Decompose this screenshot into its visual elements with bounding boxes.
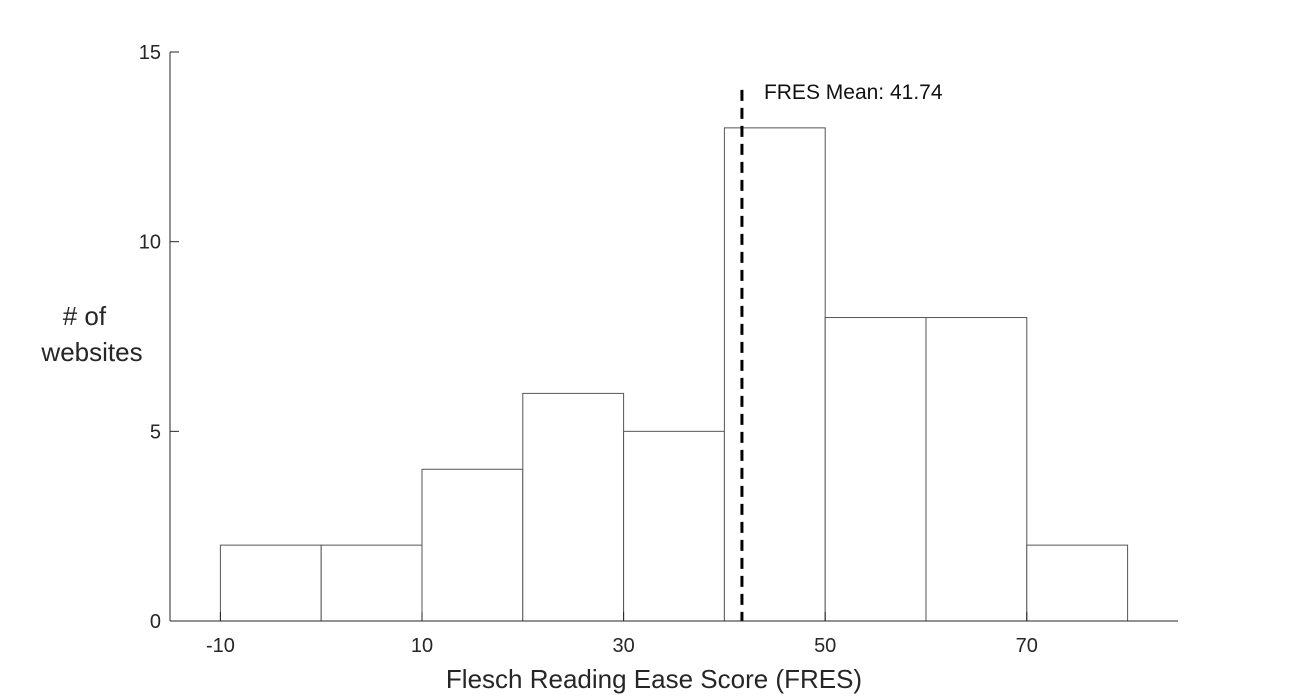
histogram-bar	[522, 392, 625, 622]
y-tick-label: 15	[139, 42, 161, 64]
y-tick-label: 5	[150, 421, 161, 443]
histogram-bar	[623, 430, 725, 622]
mean-annotation: FRES Mean: 41.74	[764, 81, 943, 104]
y-tick-label: 10	[139, 232, 161, 254]
y-axis-title-line-1: # of	[63, 301, 107, 331]
y-axis-title-line-2: websites	[40, 337, 142, 367]
histogram-bar	[925, 317, 1028, 622]
x-tick-label: 70	[1016, 635, 1038, 657]
histogram-bar	[320, 544, 423, 622]
x-tick-label: 30	[612, 635, 634, 657]
x-tick-label: 50	[814, 635, 836, 657]
histogram-bar	[723, 127, 826, 622]
y-tick-label: 0	[150, 611, 161, 633]
axes-layer	[169, 52, 1178, 622]
x-tick-label: -10	[206, 635, 235, 657]
histogram-bar	[824, 317, 927, 622]
y-ticks-layer: 0 5 10 15	[139, 42, 179, 633]
x-axis-title: Flesch Reading Ease Score (FRES)	[446, 664, 862, 694]
bars-layer	[219, 127, 1129, 622]
histogram-bar	[1026, 544, 1129, 622]
mean-layer: FRES Mean: 41.74	[740, 81, 943, 621]
histogram-bar	[421, 468, 524, 622]
x-ticks-layer: -10 10 30 50 70	[206, 612, 1038, 657]
y-axis-title: # of websites	[40, 301, 142, 367]
x-tick-label: 10	[411, 635, 433, 657]
histogram-bar	[219, 544, 322, 622]
